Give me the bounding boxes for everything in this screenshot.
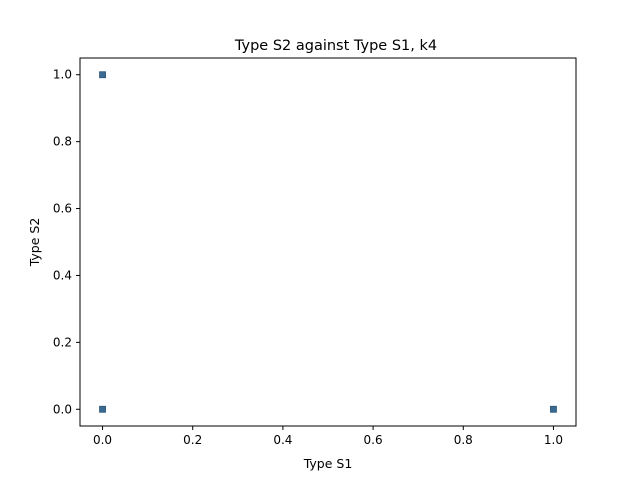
x-tick-label: 1.0 [544,433,563,447]
chart-title: Type S2 against Type S1, k4 [234,38,437,54]
x-axis-ticks: 0.0 0.2 0.4 0.6 0.8 1.0 [93,426,563,447]
y-tick-label: 0.8 [53,135,72,149]
y-tick-label: 0.6 [53,202,72,216]
x-tick-label: 0.0 [93,433,112,447]
plot-area-frame [79,57,577,427]
x-tick-label: 0.2 [183,433,202,447]
data-points [99,71,557,413]
scatter-point [550,405,557,413]
x-axis-label: Type S1 [303,456,353,471]
y-tick-label: 0.0 [53,402,72,416]
y-axis-ticks: 0.0 0.2 0.4 0.6 0.8 1.0 [53,68,80,416]
y-axis-label: Type S2 [27,218,42,268]
scatter-point [99,405,106,413]
x-tick-label: 0.6 [364,433,383,447]
y-tick-label: 1.0 [53,68,72,82]
scatter-point [99,71,106,79]
y-tick-label: 0.2 [53,335,72,349]
x-tick-label: 0.8 [454,433,473,447]
y-tick-label: 0.4 [53,268,72,282]
x-tick-label: 0.4 [273,433,292,447]
